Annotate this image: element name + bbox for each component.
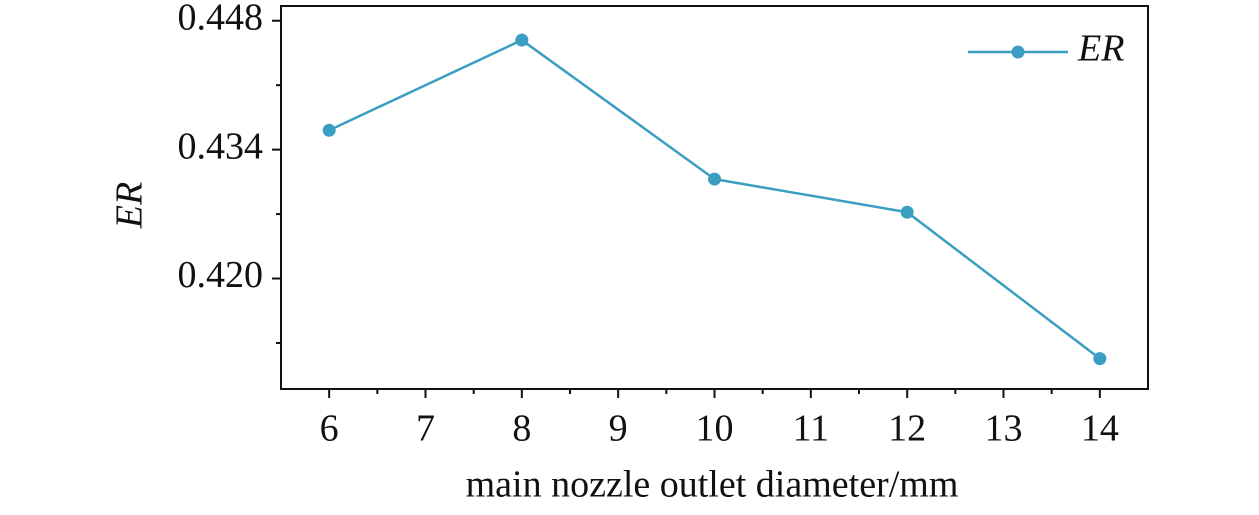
x-tick-label: 10 (696, 408, 734, 450)
x-tick-label: 12 (888, 408, 926, 450)
x-tick-label: 14 (1081, 408, 1119, 450)
legend-label: ER (1077, 28, 1124, 70)
x-tick-label: 13 (985, 408, 1023, 450)
y-tick-label: 0.448 (178, 0, 264, 38)
x-axis-label: main nozzle outlet diameter/mm (466, 464, 959, 506)
data-point (322, 123, 336, 137)
data-point (708, 172, 721, 186)
x-tick-label: 6 (320, 408, 339, 450)
legend-marker (1011, 45, 1025, 59)
y-tick-label: 0.434 (178, 125, 264, 167)
plot-frame (280, 5, 1149, 390)
data-point (1093, 352, 1107, 366)
x-tick-label: 11 (793, 408, 830, 450)
y-tick-label: 0.420 (178, 254, 264, 296)
x-tick-label: 8 (512, 408, 531, 450)
y-axis-label: ER (109, 182, 151, 229)
data-point (515, 33, 529, 47)
data-point (900, 205, 914, 219)
series-line (328, 38, 1101, 360)
x-tick-label: 7 (416, 408, 435, 450)
x-tick-label: 9 (609, 408, 628, 450)
